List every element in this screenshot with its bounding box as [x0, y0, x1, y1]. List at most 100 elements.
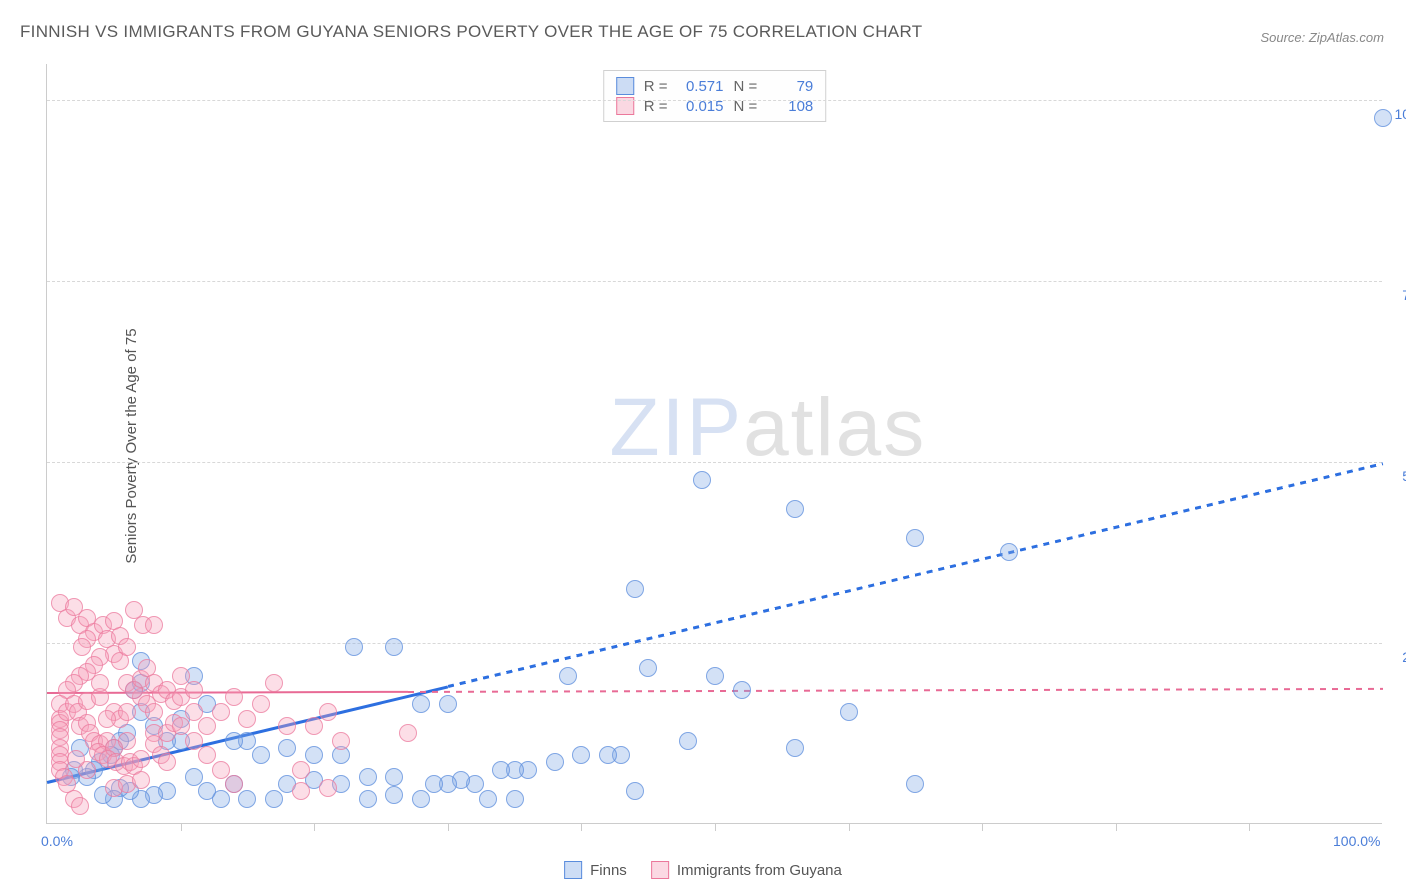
- data-point: [345, 638, 363, 656]
- x-tick: [1116, 823, 1117, 831]
- data-point: [425, 775, 443, 793]
- legend-label-guyana: Immigrants from Guyana: [677, 862, 842, 879]
- data-point: [118, 638, 136, 656]
- data-point: [185, 732, 203, 750]
- data-point: [332, 732, 350, 750]
- data-point: [906, 529, 924, 547]
- data-point: [305, 746, 323, 764]
- data-point: [1000, 543, 1018, 561]
- data-point: [185, 681, 203, 699]
- data-point: [626, 580, 644, 598]
- data-point: [198, 746, 216, 764]
- data-point: [292, 782, 310, 800]
- x-tick: [982, 823, 983, 831]
- x-tick-label: 0.0%: [41, 833, 73, 849]
- data-point: [185, 768, 203, 786]
- data-point: [292, 761, 310, 779]
- data-point: [786, 500, 804, 518]
- data-point: [319, 703, 337, 721]
- data-point: [252, 695, 270, 713]
- stat-n-label: N =: [734, 78, 758, 95]
- data-point: [385, 786, 403, 804]
- data-point: [252, 746, 270, 764]
- data-point: [319, 779, 337, 797]
- data-point: [1374, 109, 1392, 127]
- data-point: [98, 710, 116, 728]
- stat-r-label: R =: [644, 78, 668, 95]
- swatch-blue: [616, 77, 634, 95]
- x-tick: [715, 823, 716, 831]
- data-point: [599, 746, 617, 764]
- stat-n-value-finns: 79: [767, 78, 813, 95]
- legend-swatch-blue: [564, 861, 582, 879]
- x-tick: [448, 823, 449, 831]
- x-tick: [1249, 823, 1250, 831]
- y-tick-label: 75.0%: [1387, 287, 1406, 303]
- data-point: [626, 782, 644, 800]
- data-point: [225, 732, 243, 750]
- data-point: [906, 775, 924, 793]
- data-point: [546, 753, 564, 771]
- data-point: [385, 768, 403, 786]
- data-point: [212, 761, 230, 779]
- data-point: [145, 616, 163, 634]
- x-tick: [314, 823, 315, 831]
- data-point: [265, 790, 283, 808]
- data-point: [359, 790, 377, 808]
- trend-line-finns: [448, 462, 1384, 687]
- source-name: ZipAtlas.com: [1309, 30, 1384, 45]
- data-point: [385, 638, 403, 656]
- y-tick-label: 50.0%: [1387, 468, 1406, 484]
- data-point: [399, 724, 417, 742]
- data-point: [412, 790, 430, 808]
- data-point: [238, 710, 256, 728]
- data-point: [198, 717, 216, 735]
- stats-row-guyana: R = 0.015 N = 108: [616, 96, 814, 116]
- data-point: [145, 703, 163, 721]
- data-point: [225, 775, 243, 793]
- data-point: [185, 703, 203, 721]
- data-point: [71, 797, 89, 815]
- data-point: [67, 750, 85, 768]
- correlation-stats-box: R = 0.571 N = 79 R = 0.015 N = 108: [603, 70, 827, 122]
- y-tick-label: 25.0%: [1387, 649, 1406, 665]
- legend-item-guyana: Immigrants from Guyana: [651, 861, 842, 879]
- data-point: [91, 674, 109, 692]
- data-point: [132, 771, 150, 789]
- data-point: [506, 790, 524, 808]
- data-point: [479, 790, 497, 808]
- data-point: [840, 703, 858, 721]
- chart-title: FINNISH VS IMMIGRANTS FROM GUYANA SENIOR…: [20, 22, 922, 42]
- bottom-legend: Finns Immigrants from Guyana: [564, 861, 842, 879]
- x-tick: [181, 823, 182, 831]
- data-point: [238, 790, 256, 808]
- data-point: [305, 717, 323, 735]
- trend-line-immigrants-from-guyana: [408, 688, 1383, 693]
- gridline: [47, 100, 1382, 101]
- data-point: [492, 761, 510, 779]
- data-point: [679, 732, 697, 750]
- data-point: [172, 667, 190, 685]
- data-point: [225, 688, 243, 706]
- data-point: [73, 638, 91, 656]
- data-point: [265, 674, 283, 692]
- data-point: [733, 681, 751, 699]
- gridline: [47, 281, 1382, 282]
- x-tick: [581, 823, 582, 831]
- data-point: [359, 768, 377, 786]
- data-point: [278, 739, 296, 757]
- data-point: [158, 753, 176, 771]
- data-point: [172, 717, 190, 735]
- data-point: [693, 471, 711, 489]
- data-point: [118, 703, 136, 721]
- data-point: [412, 695, 430, 713]
- source-label: Source:: [1260, 30, 1308, 45]
- gridline: [47, 462, 1382, 463]
- watermark-atlas: atlas: [743, 382, 926, 473]
- legend-label-finns: Finns: [590, 862, 627, 879]
- scatter-chart: ZIPatlas R = 0.571 N = 79 R = 0.015 N = …: [46, 64, 1382, 824]
- x-tick-label: 100.0%: [1333, 833, 1380, 849]
- data-point: [198, 782, 216, 800]
- legend-swatch-pink: [651, 861, 669, 879]
- data-point: [639, 659, 657, 677]
